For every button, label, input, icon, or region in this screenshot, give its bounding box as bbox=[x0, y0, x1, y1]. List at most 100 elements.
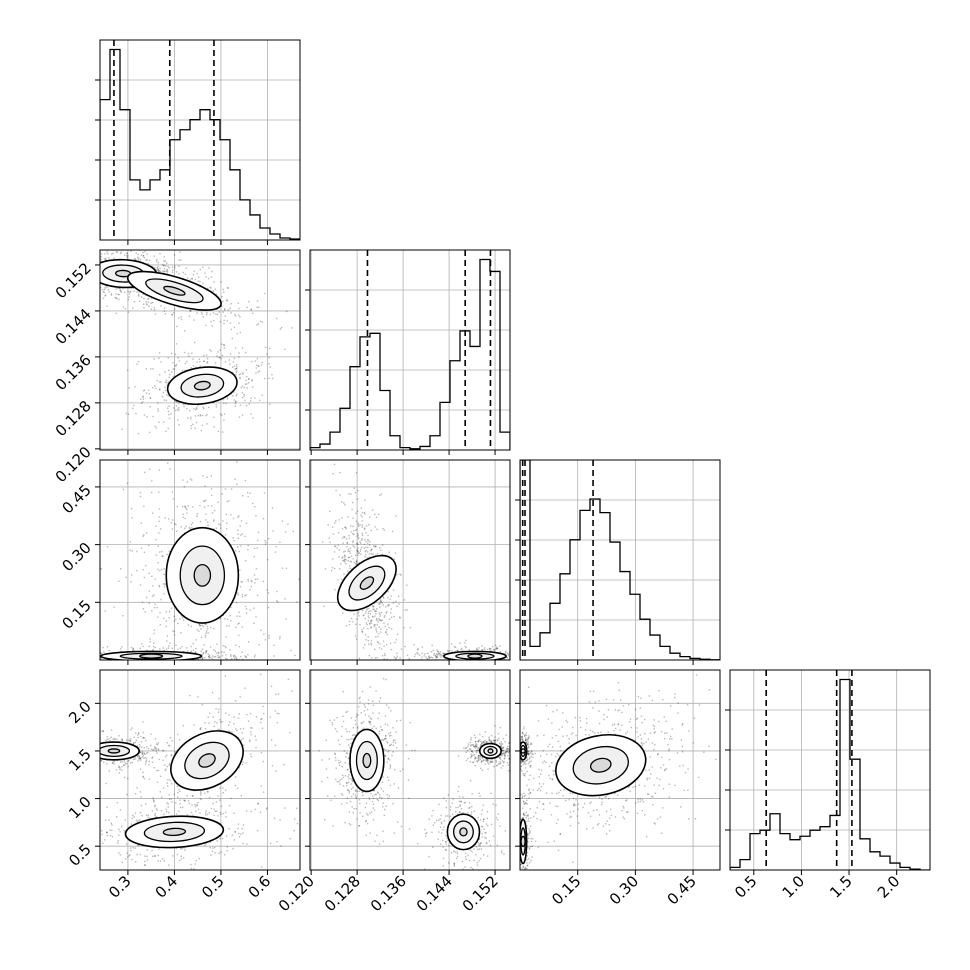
sample-point bbox=[168, 413, 170, 416]
sample-point bbox=[353, 533, 355, 536]
sample-point bbox=[250, 309, 252, 311]
sample-point bbox=[233, 657, 236, 660]
sample-point bbox=[354, 554, 357, 557]
sample-point bbox=[352, 545, 354, 547]
sample-point bbox=[95, 248, 96, 249]
sample-point bbox=[366, 557, 368, 559]
sample-point bbox=[177, 622, 179, 625]
sample-point bbox=[151, 610, 153, 612]
sample-point bbox=[167, 806, 169, 808]
sample-point bbox=[159, 252, 161, 255]
sample-point bbox=[460, 648, 462, 651]
sample-point bbox=[356, 549, 358, 551]
sample-point bbox=[123, 764, 125, 767]
sample-point bbox=[238, 515, 240, 517]
sample-point bbox=[212, 290, 215, 292]
sample-point bbox=[167, 357, 169, 359]
sample-point bbox=[200, 628, 202, 630]
sample-point bbox=[89, 660, 90, 661]
sample-point bbox=[358, 552, 360, 554]
sample-point bbox=[222, 398, 224, 401]
sample-point bbox=[219, 617, 222, 620]
sample-point bbox=[167, 395, 170, 397]
sample-point bbox=[395, 515, 397, 517]
sample-point bbox=[82, 743, 83, 744]
sample-point bbox=[468, 649, 470, 651]
sample-point bbox=[275, 693, 277, 696]
sample-point bbox=[121, 646, 123, 648]
sample-point bbox=[213, 281, 215, 283]
sample-point bbox=[189, 665, 190, 666]
sample-point bbox=[167, 383, 169, 385]
sample-point bbox=[244, 559, 247, 562]
sample-point bbox=[158, 508, 161, 510]
sample-point bbox=[218, 708, 220, 711]
sample-point bbox=[496, 647, 498, 650]
sample-point bbox=[60, 754, 61, 755]
sample-point bbox=[96, 285, 97, 286]
sample-point bbox=[234, 315, 237, 317]
sample-point bbox=[256, 306, 258, 309]
sample-point bbox=[210, 320, 212, 323]
sample-point bbox=[187, 403, 189, 406]
sample-point bbox=[361, 526, 363, 528]
sample-point bbox=[478, 663, 479, 664]
sample-point bbox=[230, 514, 232, 516]
sample-point bbox=[160, 810, 163, 812]
sample-point bbox=[531, 664, 532, 665]
sample-point bbox=[371, 615, 374, 618]
sample-point bbox=[265, 808, 268, 810]
sample-point bbox=[211, 657, 213, 660]
sample-point bbox=[443, 653, 446, 655]
sample-point bbox=[201, 648, 204, 650]
sample-point bbox=[216, 722, 218, 724]
sample-point bbox=[231, 834, 234, 837]
sample-point bbox=[167, 744, 170, 747]
sample-point bbox=[140, 735, 142, 738]
sample-point bbox=[219, 320, 222, 323]
sample-point bbox=[175, 365, 177, 367]
sample-point bbox=[143, 414, 146, 416]
sample-point bbox=[91, 657, 92, 658]
sample-point bbox=[160, 305, 162, 307]
sample-point bbox=[237, 823, 240, 825]
sample-point bbox=[69, 240, 70, 241]
sample-point bbox=[486, 661, 487, 662]
sample-point bbox=[101, 830, 103, 832]
sample-point bbox=[240, 386, 242, 389]
sample-point bbox=[329, 541, 331, 544]
sample-point bbox=[106, 305, 108, 307]
sample-point bbox=[261, 361, 263, 364]
density-contour bbox=[163, 285, 186, 296]
sample-point bbox=[379, 547, 381, 549]
sample-point bbox=[196, 513, 199, 515]
sample-point bbox=[293, 830, 295, 832]
sample-point bbox=[341, 537, 344, 539]
sample-point bbox=[167, 662, 168, 663]
sample-point bbox=[215, 404, 217, 406]
sample-point bbox=[234, 400, 237, 403]
sample-point bbox=[224, 854, 226, 856]
sample-point bbox=[152, 799, 155, 801]
sample-point bbox=[154, 813, 156, 815]
sample-point bbox=[254, 578, 257, 581]
sample-point bbox=[228, 804, 231, 807]
sample-point bbox=[498, 660, 499, 661]
sample-point bbox=[273, 655, 275, 657]
sample-point bbox=[253, 607, 255, 609]
sample-point bbox=[198, 630, 200, 632]
sample-point bbox=[145, 752, 148, 755]
sample-point bbox=[240, 520, 243, 522]
sample-point bbox=[121, 765, 123, 768]
sample-point bbox=[203, 360, 205, 363]
sample-point bbox=[230, 312, 232, 314]
sample-point bbox=[124, 307, 127, 310]
sample-point bbox=[451, 664, 452, 665]
sample-point bbox=[189, 310, 191, 312]
sample-point bbox=[165, 381, 168, 384]
sample-point bbox=[388, 551, 390, 553]
sample-point bbox=[245, 608, 248, 610]
sample-point bbox=[535, 658, 536, 659]
sample-point bbox=[370, 619, 373, 621]
sample-point bbox=[366, 623, 368, 626]
